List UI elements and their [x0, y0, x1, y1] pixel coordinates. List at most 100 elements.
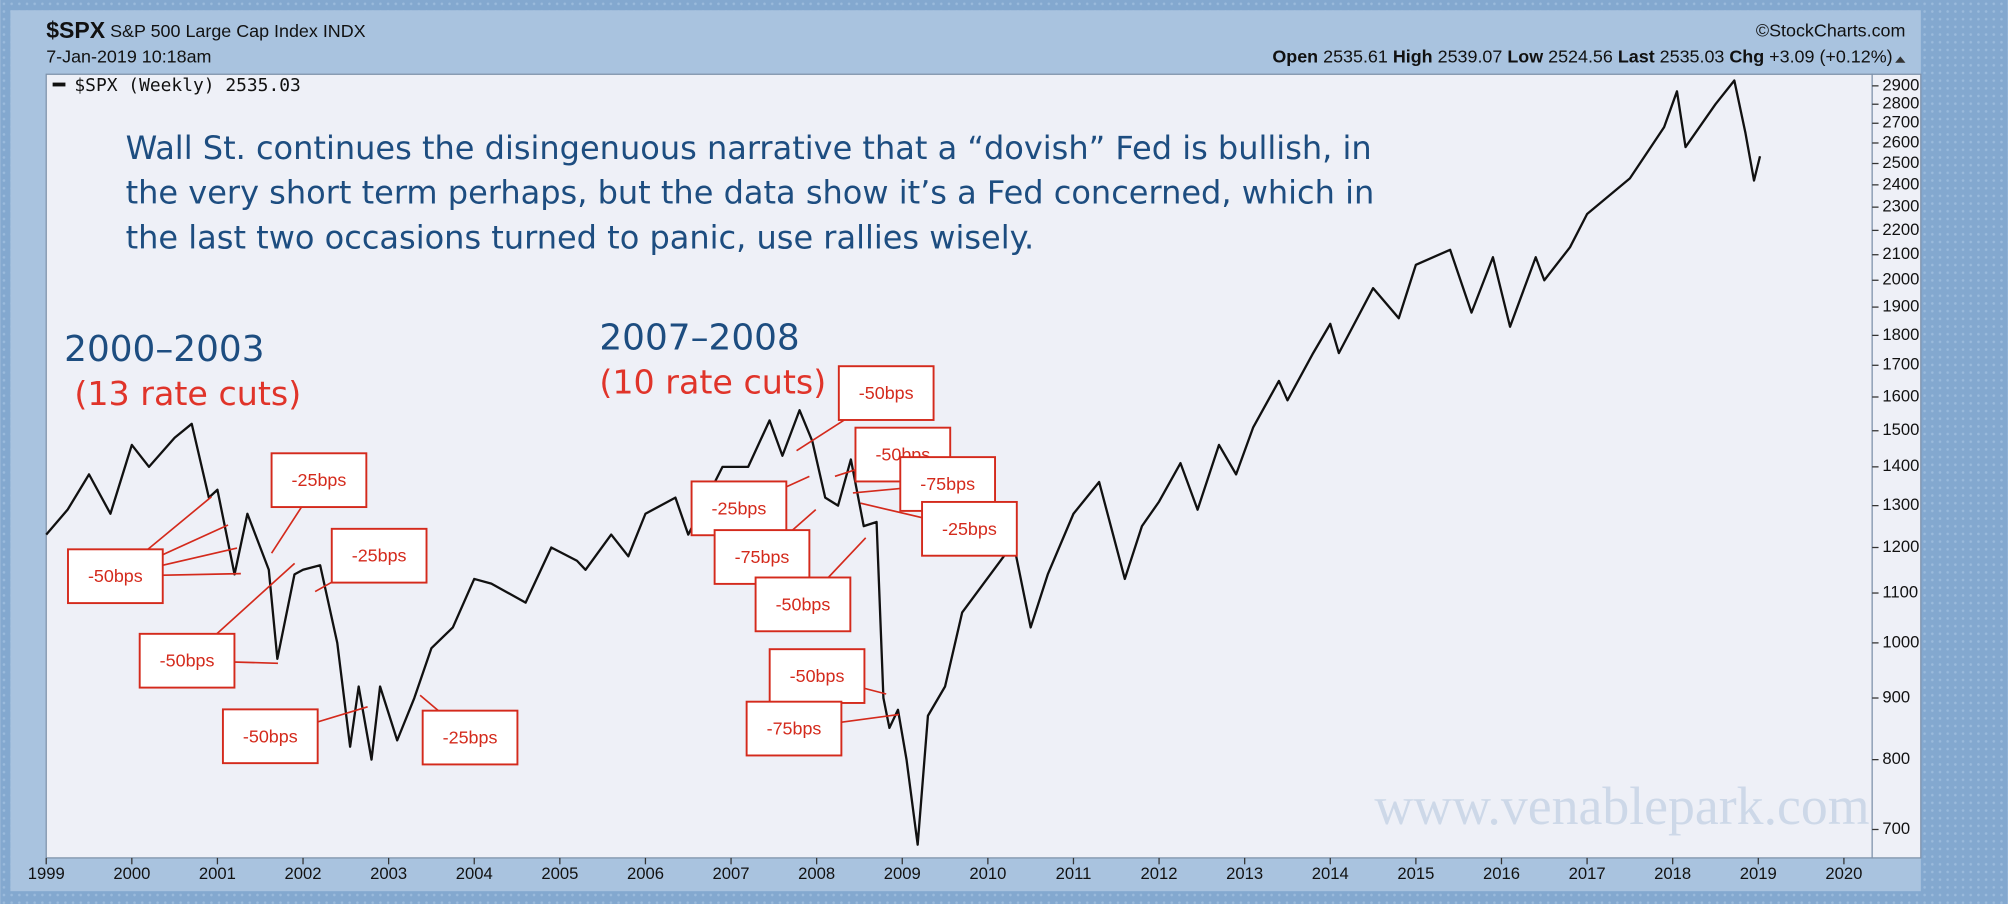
callout-label: -25bps	[712, 498, 767, 518]
y-tick-label: 1900	[1882, 296, 1919, 315]
callout-box	[713, 529, 811, 585]
quote: Open 2535.61 High 2539.07 Low 2524.56 La…	[1272, 46, 1892, 66]
low-label: Low	[1507, 46, 1543, 66]
x-tick-label: 1999	[28, 864, 65, 883]
chg: +3.09 (+0.12%)	[1769, 46, 1892, 66]
callout-box	[421, 709, 519, 766]
callout-box	[330, 527, 428, 584]
x-tick-label: 2005	[541, 864, 578, 883]
header: $SPX S&P 500 Large Cap Index INDX	[46, 17, 365, 43]
y-tick-label: 900	[1882, 687, 1910, 706]
y-axis-area	[1871, 73, 1922, 859]
period-label: 2000–2003	[64, 329, 264, 370]
y-tick-label: 1800	[1882, 325, 1919, 344]
callout-label: -50bps	[88, 566, 143, 586]
period-label: 2007–2008	[599, 317, 799, 358]
y-tick-label: 700	[1882, 819, 1910, 838]
callout-box	[754, 576, 852, 633]
commentary-line: Wall St. continues the disingenuous narr…	[126, 129, 1372, 167]
callout-label: -50bps	[790, 666, 845, 686]
x-tick-label: 2012	[1141, 864, 1178, 883]
x-tick-label: 2013	[1226, 864, 1263, 883]
legend-label: $SPX (Weekly)	[74, 75, 214, 96]
x-tick-label: 2000	[113, 864, 150, 883]
x-tick-label: 2006	[627, 864, 664, 883]
callout-box	[270, 452, 368, 509]
callout-label: -50bps	[859, 383, 914, 403]
callout-box	[921, 500, 1018, 557]
price-line	[45, 79, 1762, 846]
y-tick-label: 2000	[1882, 270, 1919, 289]
x-tick-label: 2016	[1483, 864, 1520, 883]
callout-label: -25bps	[352, 546, 407, 566]
callout-label: -25bps	[292, 470, 347, 490]
x-tick-label: 2007	[713, 864, 750, 883]
last: 2535.03	[1660, 46, 1725, 66]
exchange: INDX	[323, 21, 366, 41]
callout-box	[221, 708, 319, 765]
last-label: Last	[1618, 46, 1655, 66]
y-tick-label: 1700	[1882, 355, 1919, 374]
x-tick-label: 2020	[1825, 864, 1862, 883]
commentary-line: the very short term perhaps, but the dat…	[126, 174, 1375, 212]
callout-layer: -50bps -25bps -25bps -50bps -50bps -25bps -50b…	[67, 365, 1018, 766]
commentary-line: the last two occasions turned to panic, …	[126, 218, 1035, 256]
high: 2539.07	[1438, 46, 1503, 66]
legend-value: 2535.03	[225, 75, 300, 96]
callout-label: -50bps	[243, 726, 298, 746]
callout-label: -25bps	[942, 519, 997, 539]
low: 2524.56	[1548, 46, 1613, 66]
period-cuts: (10 rate cuts)	[599, 363, 826, 402]
callout-label: -50bps	[160, 651, 215, 671]
callout-label: -25bps	[443, 728, 498, 748]
x-tick-label: 2002	[285, 864, 322, 883]
callout-label: -75bps	[735, 547, 790, 567]
y-tick-label: 1300	[1882, 495, 1919, 514]
callout-label: -75bps	[767, 719, 822, 739]
callout-label: -50bps	[776, 594, 831, 614]
high-label: High	[1393, 46, 1433, 66]
x-tick-label: 2017	[1569, 864, 1606, 883]
y-tick-label: 2900	[1882, 75, 1919, 94]
y-tick-label: 2700	[1882, 113, 1919, 132]
chg-label: Chg	[1729, 46, 1764, 66]
date: 7-Jan-2019 10:18am	[46, 46, 211, 66]
open-label: Open	[1272, 46, 1318, 66]
callout-box	[837, 365, 935, 421]
x-tick-label: 2019	[1740, 864, 1777, 883]
x-tick-label: 2011	[1056, 864, 1092, 883]
y-tick-label: 1400	[1882, 456, 1919, 475]
commentary: Wall St. continues the disingenuous narr…	[126, 129, 1375, 257]
y-tick-label: 2200	[1882, 220, 1919, 239]
open: 2535.61	[1323, 46, 1388, 66]
y-tick-label: 2800	[1882, 94, 1919, 113]
y-tick-label: 800	[1882, 749, 1910, 768]
y-tick-label: 2400	[1882, 174, 1919, 193]
x-tick-label: 2008	[798, 864, 835, 883]
callout-label: -75bps	[920, 474, 975, 494]
y-tick-label: 1500	[1882, 420, 1919, 439]
x-tick-label: 2001	[199, 864, 236, 883]
symbol: $SPX	[46, 17, 106, 43]
period-cuts: (13 rate cuts)	[74, 374, 301, 413]
y-tick-label: 1100	[1882, 582, 1918, 601]
x-tick-label: 2010	[969, 864, 1006, 883]
y-tick-label: 1600	[1882, 386, 1919, 405]
callout-box	[745, 700, 843, 757]
x-tick-label: 2015	[1397, 864, 1434, 883]
callout-box	[138, 632, 236, 689]
x-tick-label: 2004	[456, 864, 493, 883]
y-tick-label: 1200	[1882, 537, 1919, 556]
index-name: S&P 500 Large Cap Index	[110, 21, 318, 41]
y-tick-label: 2600	[1882, 132, 1919, 151]
legend: $SPX (Weekly) 2535.03	[74, 75, 300, 96]
arrow	[1895, 56, 1906, 63]
y-tick-label: 2300	[1882, 197, 1919, 216]
series-layer	[45, 79, 1762, 846]
x-tick-label: 2018	[1654, 864, 1691, 883]
callout-box	[67, 548, 164, 605]
source: ©StockCharts.com	[1756, 21, 1906, 41]
y-tick-label: 2500	[1882, 153, 1919, 172]
x-tick-label: 2014	[1312, 864, 1349, 883]
